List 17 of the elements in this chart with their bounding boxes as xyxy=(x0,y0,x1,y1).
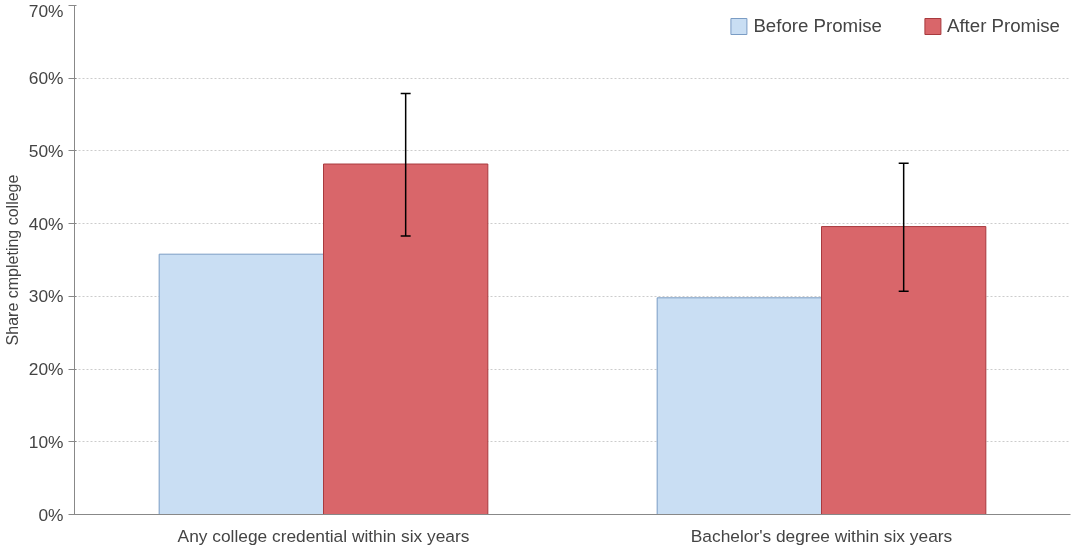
bar xyxy=(158,253,324,515)
y-tick-label: 40% xyxy=(28,213,64,234)
legend-label: Before Promise xyxy=(753,15,882,37)
bar xyxy=(323,163,489,515)
y-tick-label: 60% xyxy=(28,68,64,89)
y-axis-title: Share cmpleting college xyxy=(3,174,21,346)
x-tick-label: Any college credential within six years xyxy=(177,525,470,546)
bar xyxy=(656,297,822,515)
legend-label: After Promise xyxy=(946,15,1060,37)
y-tick-label: 20% xyxy=(28,359,64,380)
y-tick-label: 0% xyxy=(38,504,64,525)
y-tick-label: 10% xyxy=(28,431,64,452)
y-tick-label: 30% xyxy=(28,286,64,307)
y-tick-label: 70% xyxy=(28,0,64,21)
x-tick-label: Bachelor's degree within six years xyxy=(690,525,953,546)
y-tick-label: 50% xyxy=(28,140,64,161)
bar xyxy=(821,226,987,515)
